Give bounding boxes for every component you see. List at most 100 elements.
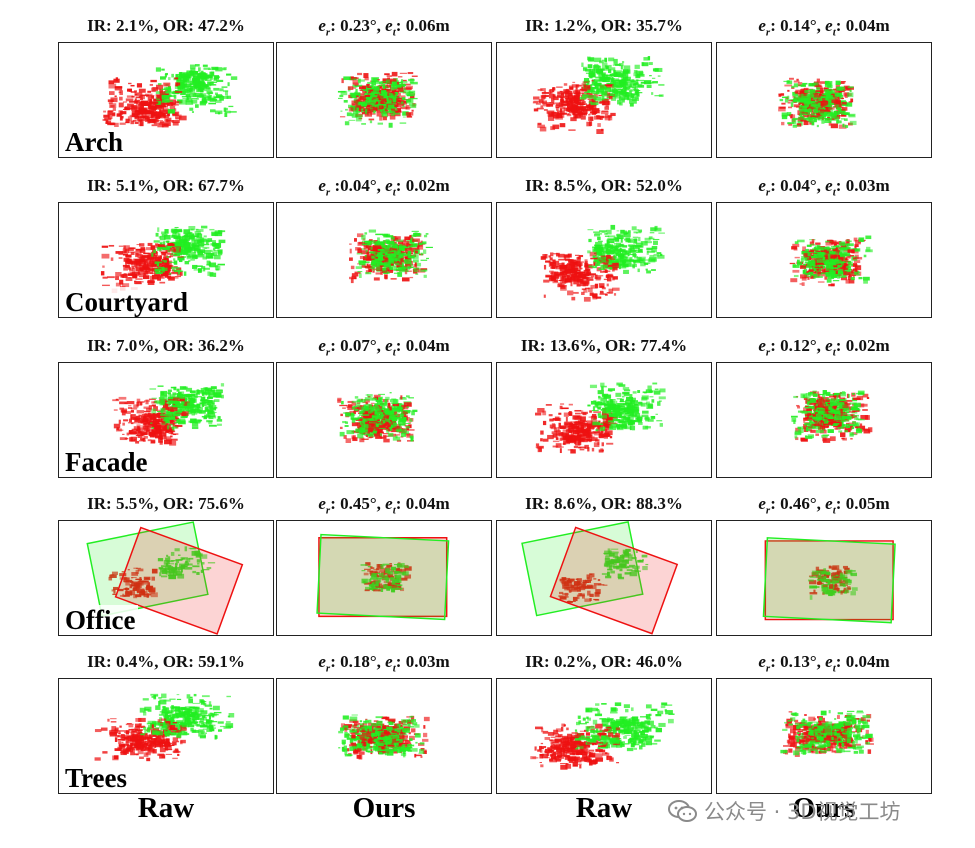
office-plane: [114, 526, 244, 635]
point-cloud-image: [86, 521, 244, 635]
ratio-text: IR: 1.2%, OR: 35.7%: [525, 16, 683, 35]
point-cloud-panel: Trees: [58, 678, 274, 794]
panel-caption: IR: 8.6%, OR: 88.3%: [494, 494, 714, 514]
panel-caption: IR: 8.5%, OR: 52.0%: [494, 176, 714, 196]
point-cloud-panel: Office: [58, 520, 274, 636]
target-cloud-blob: [587, 382, 666, 432]
point-cloud-panel: [276, 520, 492, 636]
office-plane: [316, 533, 450, 621]
target-cloud-blob: [792, 235, 873, 284]
rotation-error-value: : 0.07°,: [330, 336, 386, 355]
panel-caption: er: 0.45°, et: 0.04m: [274, 494, 494, 520]
target-cloud-blob: [585, 702, 675, 746]
scene-label: Office: [62, 605, 139, 635]
target-cloud-blob: [360, 562, 410, 590]
watermark-text: 公众号 · 3D视觉工坊: [704, 800, 901, 824]
scene-label: Facade: [62, 447, 151, 477]
rotation-error-symbol: er: [758, 652, 771, 675]
panel-caption: er: 0.12°, et: 0.02m: [714, 336, 934, 362]
office-plane: [549, 526, 679, 635]
rotation-error-symbol: er: [758, 494, 771, 517]
translation-error-value: : 0.04m: [835, 16, 890, 35]
ratio-text: IR: 13.6%, OR: 77.4%: [520, 336, 688, 355]
translation-error-value: : 0.04m: [395, 494, 450, 513]
office-plane: [762, 537, 896, 624]
target-cloud-blob: [140, 693, 235, 738]
panel-caption: er: 0.04°, et: 0.03m: [714, 176, 934, 202]
panel-caption: IR: 13.6%, OR: 77.4%: [494, 336, 714, 356]
target-cloud-blob: [601, 549, 649, 580]
point-cloud-panel: Facade: [58, 362, 274, 478]
point-cloud-panel: [276, 678, 492, 794]
rotation-error-value: : 0.13°,: [770, 652, 826, 671]
target-cloud-blob: [779, 80, 857, 128]
ratio-text: IR: 5.5%, OR: 75.6%: [87, 494, 245, 513]
point-cloud-panel: [496, 520, 712, 636]
translation-error-symbol: et: [825, 494, 836, 517]
target-cloud-blob: [337, 76, 418, 128]
panel-caption: er: 0.13°, et: 0.04m: [714, 652, 934, 678]
rotation-error-value: : 0.46°,: [770, 494, 826, 513]
point-cloud-image: [337, 391, 418, 443]
target-cloud-blob: [151, 226, 226, 278]
source-cloud-blob: [795, 391, 873, 443]
scene-label: Trees: [62, 763, 130, 793]
target-cloud-blob: [338, 714, 425, 758]
source-cloud-blob: [540, 251, 620, 302]
target-cloud-blob: [149, 383, 225, 431]
point-cloud-image: [540, 224, 665, 302]
translation-error-symbol: et: [825, 176, 836, 199]
translation-error-value: : 0.03m: [395, 652, 450, 671]
source-cloud-blob: [102, 77, 183, 128]
point-cloud-image: [94, 693, 235, 762]
ratio-text: IR: 5.1%, OR: 67.7%: [87, 176, 245, 195]
rotation-error-symbol: er: [758, 336, 771, 359]
point-cloud-panel: [276, 362, 492, 478]
target-cloud-blob: [586, 56, 665, 107]
translation-error-symbol: et: [385, 16, 396, 39]
point-cloud-image: [762, 537, 896, 624]
panel-caption: er: 0.18°, et: 0.03m: [274, 652, 494, 678]
source-cloud-blob: [532, 83, 614, 135]
rotation-error-symbol: er: [318, 16, 331, 39]
translation-error-symbol: et: [385, 176, 396, 199]
translation-error-symbol: et: [825, 652, 836, 675]
translation-error-value: : 0.02m: [835, 336, 890, 355]
panel-caption: IR: 7.0%, OR: 36.2%: [56, 336, 276, 356]
rotation-error-value: : 0.45°,: [330, 494, 386, 513]
source-cloud-blob: [112, 396, 190, 441]
scene-label: Courtyard: [62, 287, 191, 317]
panel-caption: er: 0.46°, et: 0.05m: [714, 494, 934, 520]
point-cloud-panel: [716, 202, 932, 318]
point-cloud-image: [521, 521, 679, 635]
point-cloud-panel: [716, 42, 932, 158]
panel-caption: IR: 0.2%, OR: 46.0%: [494, 652, 714, 672]
translation-error-value: : 0.02m: [395, 176, 450, 195]
translation-error-symbol: et: [385, 336, 396, 359]
panel-caption: er :0.04°, et: 0.02m: [274, 176, 494, 202]
source-cloud-blob: [535, 403, 614, 454]
point-cloud-image: [349, 229, 433, 284]
point-cloud-panel: [496, 42, 712, 158]
translation-error-symbol: et: [385, 494, 396, 517]
target-cloud-blob: [790, 390, 865, 439]
target-cloud-blob: [339, 391, 418, 442]
point-cloud-image: [100, 225, 226, 294]
rotation-error-symbol: er: [318, 652, 331, 675]
target-cloud-blob: [160, 67, 238, 118]
panel-caption: er: 0.14°, et: 0.04m: [714, 16, 934, 42]
source-cloud-blob: [530, 723, 621, 765]
wechat-icon: [668, 800, 697, 822]
ratio-text: IR: 0.2%, OR: 46.0%: [525, 652, 683, 671]
rotation-error-symbol: er: [758, 176, 771, 199]
target-cloud-blob: [355, 229, 433, 278]
rotation-error-value: : 0.14°,: [770, 16, 826, 35]
point-cloud-panel: [716, 362, 932, 478]
panel-caption: er: 0.23°, et: 0.06m: [274, 16, 494, 42]
ratio-text: IR: 8.6%, OR: 88.3%: [525, 494, 683, 513]
panel-caption: IR: 5.5%, OR: 75.6%: [56, 494, 276, 514]
point-cloud-panel: [716, 520, 932, 636]
translation-error-symbol: et: [825, 16, 836, 39]
rotation-error-value: : 0.12°,: [770, 336, 826, 355]
panel-caption: IR: 1.2%, OR: 35.7%: [494, 16, 714, 36]
